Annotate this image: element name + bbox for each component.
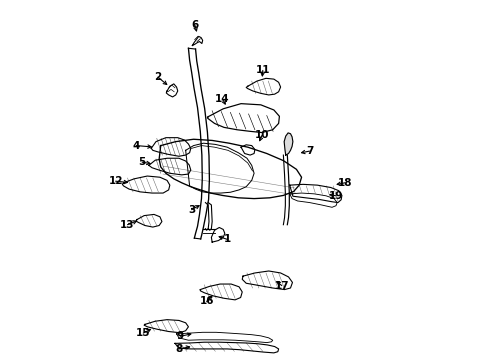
Text: 15: 15: [136, 328, 150, 338]
Text: 12: 12: [108, 176, 123, 186]
Polygon shape: [189, 48, 209, 239]
Polygon shape: [290, 193, 337, 207]
Polygon shape: [166, 84, 178, 97]
Text: 19: 19: [329, 191, 343, 201]
Text: 10: 10: [255, 130, 270, 140]
Text: 13: 13: [120, 220, 135, 230]
Polygon shape: [144, 320, 189, 333]
Text: 6: 6: [191, 19, 198, 30]
Polygon shape: [200, 284, 242, 300]
Polygon shape: [151, 138, 191, 156]
Polygon shape: [159, 139, 301, 199]
Polygon shape: [246, 78, 281, 95]
Polygon shape: [193, 36, 203, 45]
Polygon shape: [122, 176, 170, 193]
Polygon shape: [176, 332, 273, 343]
Text: 1: 1: [223, 234, 231, 244]
Text: 17: 17: [274, 281, 289, 291]
Text: 5: 5: [139, 157, 146, 167]
Text: 11: 11: [256, 66, 270, 75]
Text: 9: 9: [177, 331, 184, 341]
Text: 2: 2: [154, 72, 162, 82]
Text: 8: 8: [175, 344, 183, 354]
Polygon shape: [175, 342, 279, 353]
Polygon shape: [284, 133, 293, 155]
Polygon shape: [211, 228, 225, 242]
Text: 3: 3: [188, 205, 195, 215]
Text: 14: 14: [215, 94, 230, 104]
Polygon shape: [149, 158, 191, 175]
Polygon shape: [290, 184, 342, 203]
Polygon shape: [207, 104, 279, 132]
Polygon shape: [136, 215, 162, 227]
Text: 4: 4: [132, 141, 140, 150]
Text: 16: 16: [199, 296, 214, 306]
Text: 7: 7: [306, 146, 313, 156]
Text: 18: 18: [338, 178, 352, 188]
Polygon shape: [242, 271, 293, 289]
